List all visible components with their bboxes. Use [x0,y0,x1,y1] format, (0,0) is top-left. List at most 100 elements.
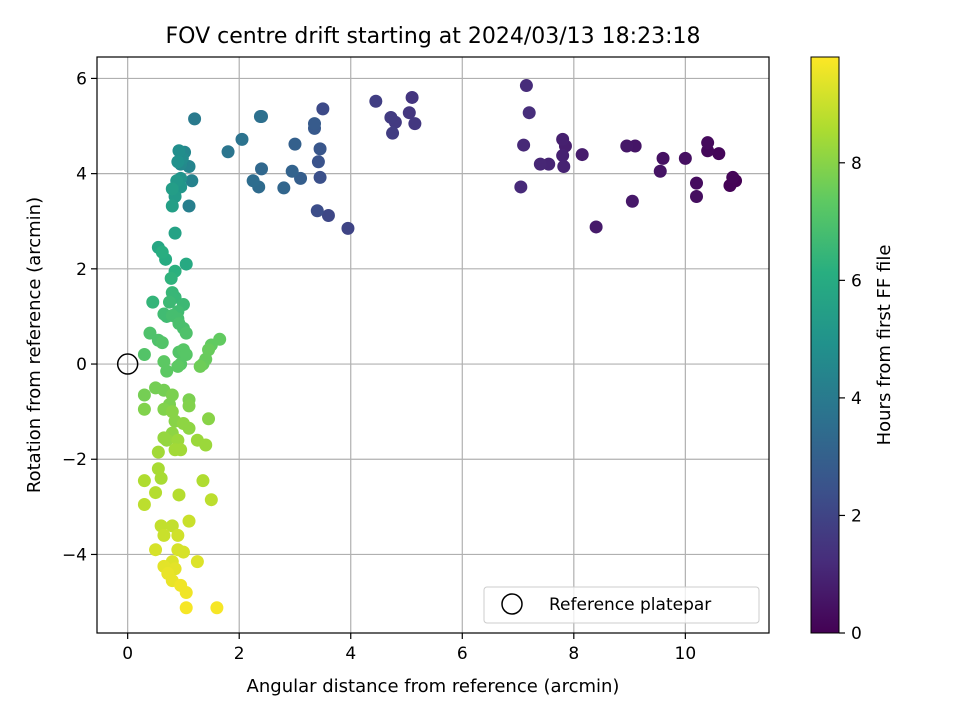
data-point [285,164,299,178]
data-point [690,176,704,190]
legend-marker [501,593,523,615]
y-tick-label: −2 [62,450,87,470]
data-point [137,348,151,362]
data-point [168,226,182,240]
data-point [311,155,325,169]
data-point [179,326,193,340]
colorbar-tick-label: 6 [851,271,862,291]
data-point [149,486,163,500]
data-point [517,138,531,152]
data-point [182,514,196,528]
data-point [556,132,570,146]
data-point [137,402,151,416]
x-tick-label: 4 [345,644,356,664]
data-point [171,359,185,373]
plot-frame [96,56,770,634]
y-axis-ticks: −4 −2 0 2 4 6 [62,69,97,565]
data-point [405,90,419,104]
data-point [172,144,186,158]
colorbar-ticks: 0 2 4 6 8 [839,154,862,644]
chart-title: FOV centre drift starting at 2024/03/13 … [166,24,701,49]
colorbar-tick-label: 4 [851,389,862,409]
data-point [712,147,726,161]
x-axis-ticks: 0 2 4 6 8 10 [122,633,696,664]
colorbar-tick-label: 2 [851,506,862,526]
data-point [307,117,321,131]
data-point [179,348,193,362]
data-point [193,359,207,373]
x-tick-label: 2 [234,644,245,664]
data-point [160,364,174,378]
data-point [255,162,269,176]
data-point [402,106,416,120]
data-point [701,136,715,150]
data-point [157,528,171,542]
legend-label: Reference platepar [549,595,711,615]
data-point [678,151,692,165]
data-point [653,164,667,178]
colorbar-label: Hours from first FF file [874,245,895,446]
data-point [625,194,639,208]
data-point [146,295,160,309]
data-point [253,110,267,124]
data-point [165,182,179,196]
data-point [533,157,547,171]
data-point [182,199,196,213]
x-axis-label: Angular distance from reference (arcmin) [247,676,620,697]
legend-box [483,586,760,624]
data-point [164,271,178,285]
y-tick-label: 6 [76,69,87,89]
data-point [221,145,235,159]
x-tick-label: 10 [675,644,697,664]
data-point [155,245,169,259]
data-point [204,493,218,507]
data-point [149,543,163,557]
data-point [157,431,171,445]
data-point [137,474,151,488]
data-point [589,220,603,234]
data-point [313,170,327,184]
data-point [369,94,383,108]
data-point [656,151,670,165]
colorbar-tick-label: 0 [851,624,862,644]
data-point [155,336,169,350]
data-point [137,497,151,511]
data-point [199,438,213,452]
data-point [190,555,204,569]
data-point [620,139,634,153]
data-point [176,545,190,559]
data-point [246,174,260,188]
data-point [277,181,291,195]
grid [97,57,769,633]
data-points [137,79,743,615]
data-point [154,471,168,485]
data-point [165,519,179,533]
data-point [210,601,224,615]
data-point [690,189,704,203]
x-tick-label: 8 [568,644,579,664]
colorbar-gradient [810,56,840,634]
y-tick-label: 0 [76,355,87,375]
data-point [341,221,355,235]
x-tick-label: 0 [122,644,133,664]
data-point [179,257,193,271]
data-point [316,102,330,116]
data-point [151,445,165,459]
colorbar: 0 2 4 6 8 Hours from first FF file [810,56,895,644]
reference-marker [116,353,139,375]
data-point [310,204,324,218]
data-point [522,106,536,120]
colorbar-tick-label: 8 [851,154,862,174]
data-point [162,295,176,309]
data-point [575,148,589,162]
data-point [172,488,186,502]
data-point [557,159,571,173]
data-point [313,142,327,156]
data-point [137,388,151,402]
data-point [182,421,196,435]
data-point [182,399,196,413]
data-point [179,601,193,615]
data-point [165,199,179,213]
data-point [386,126,400,140]
data-point [188,112,202,126]
